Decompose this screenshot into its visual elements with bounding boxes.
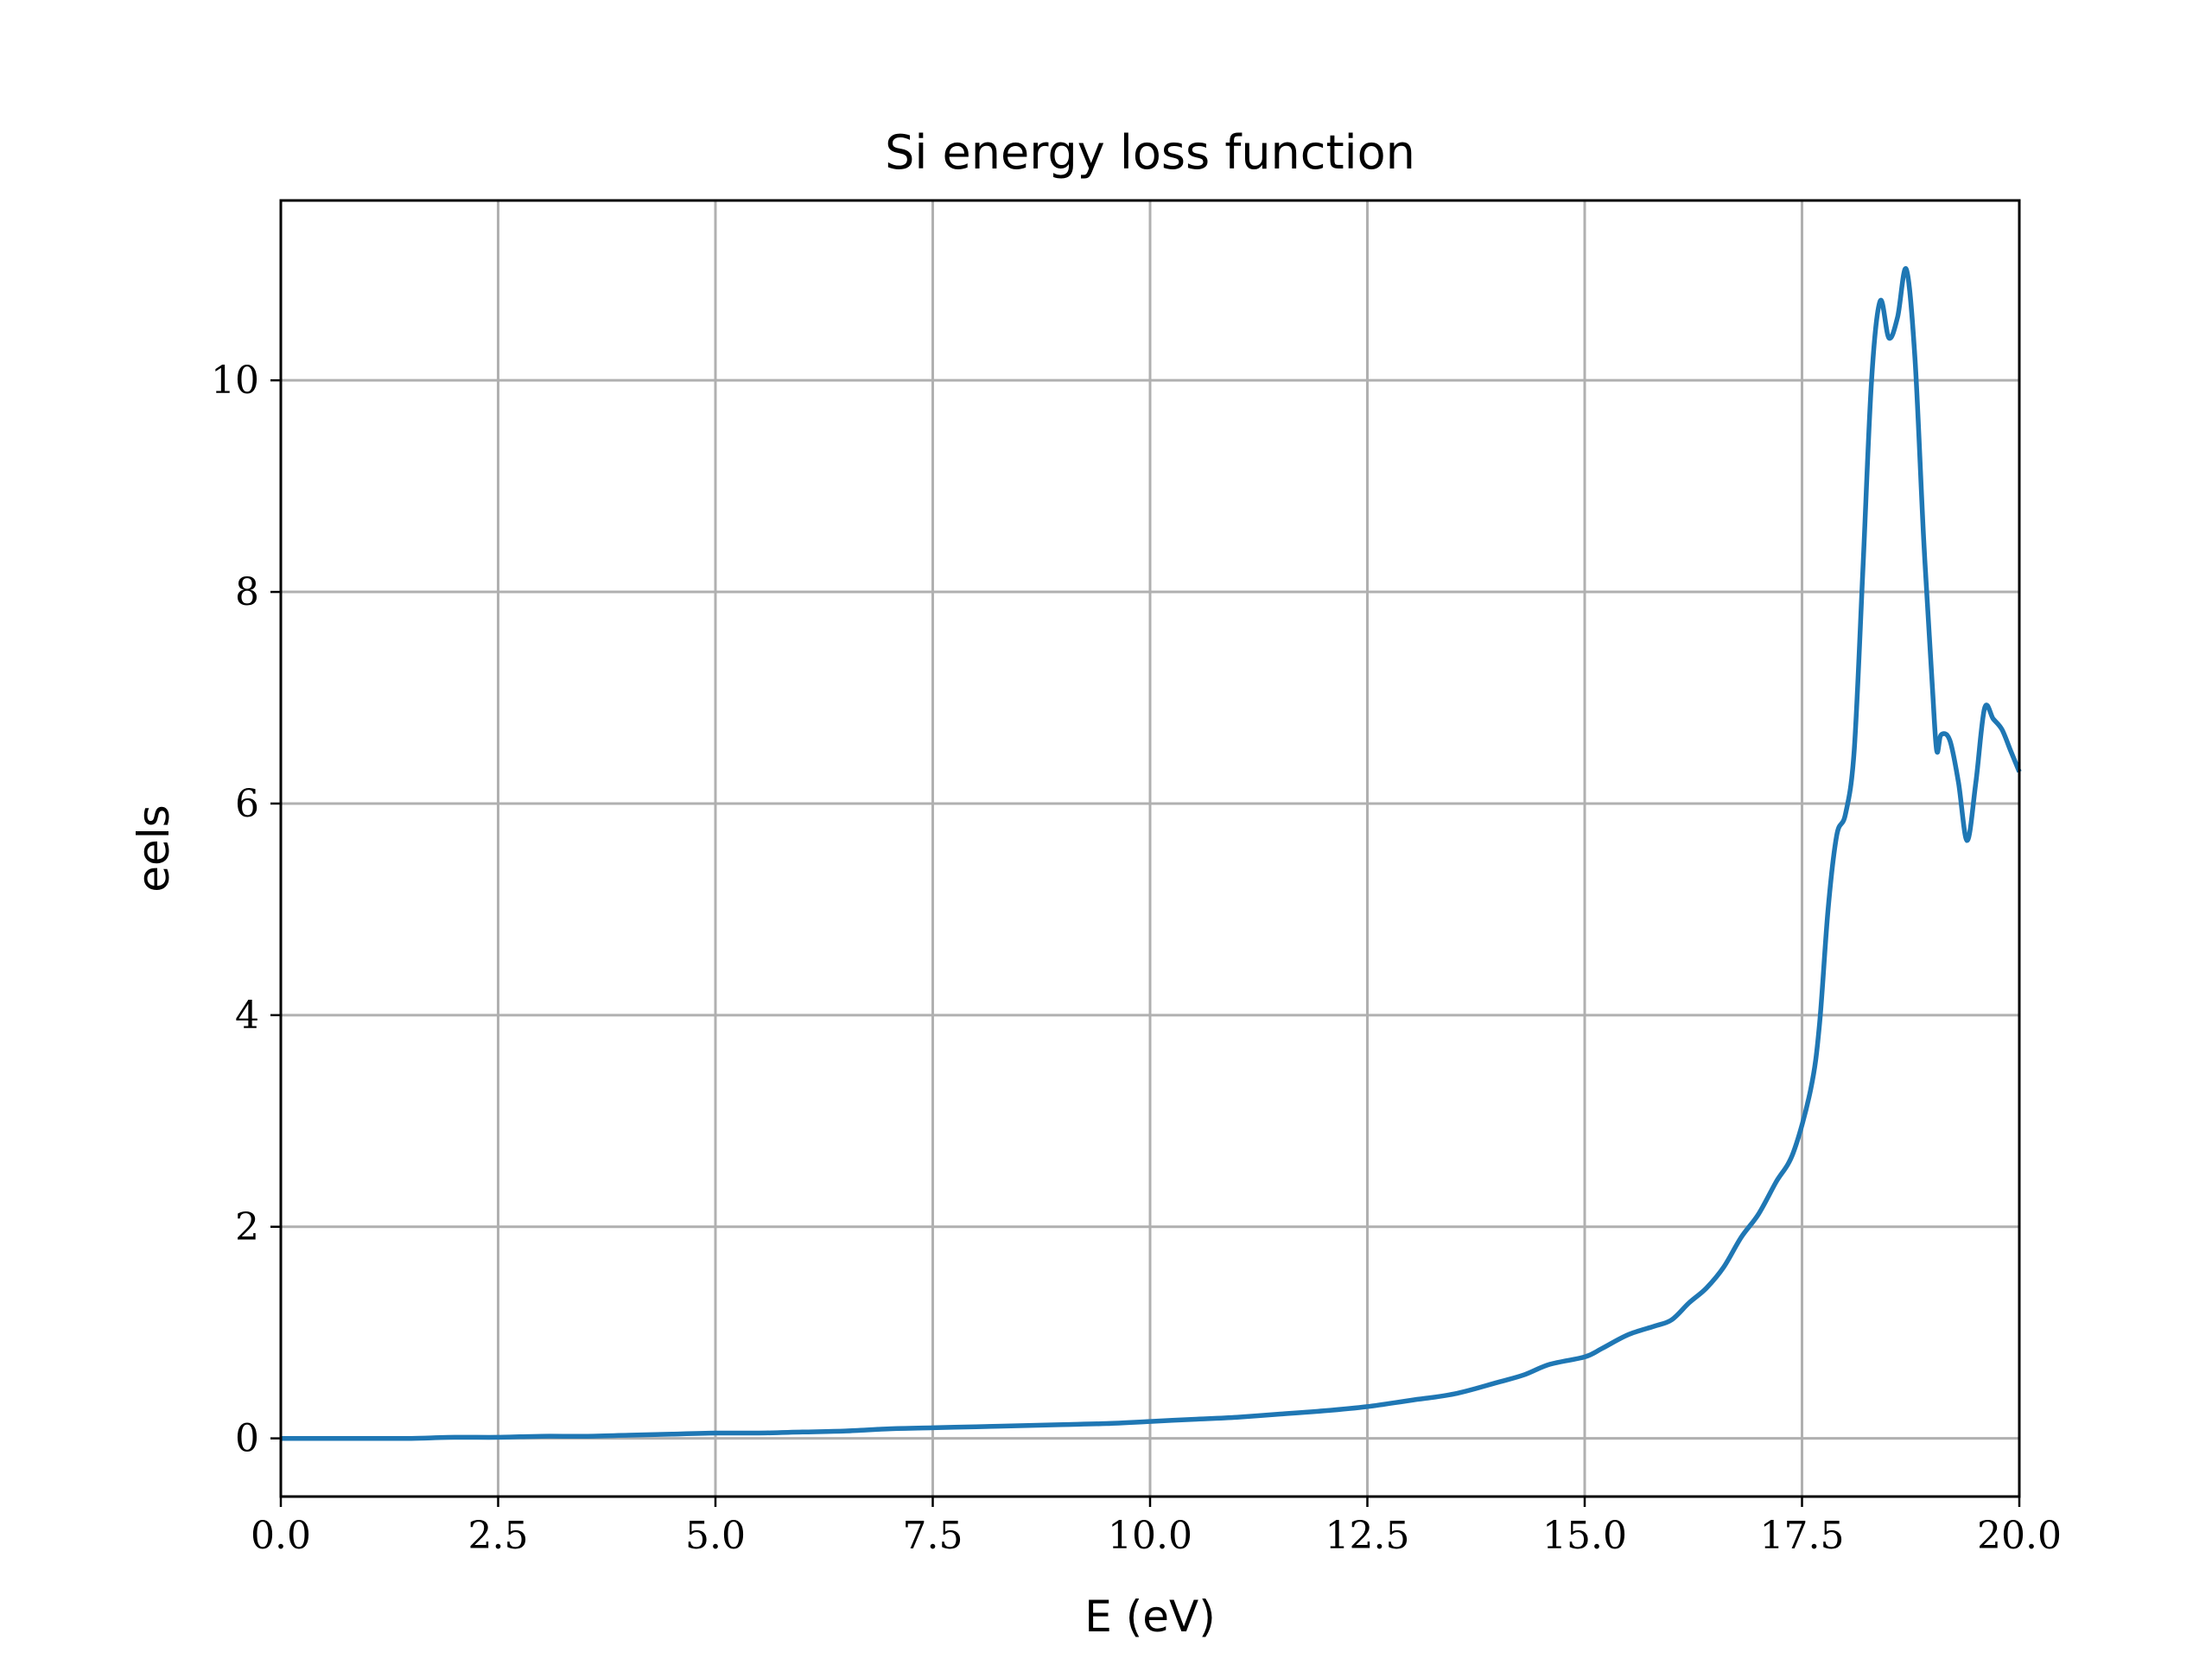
x-tick-label: 17.5 <box>1760 1514 1845 1558</box>
series-group <box>281 266 2022 1441</box>
x-tick-label: 2.5 <box>468 1514 529 1558</box>
y-tick-label: 8 <box>235 570 259 614</box>
grid <box>279 200 2021 1497</box>
ticks: 0.0 2.5 5.0 7.5 10.0 12.5 15.0 17.5 20.0 0 2 4 6 8 10 <box>211 359 2062 1558</box>
chart-title: Si energy loss function <box>885 125 1415 180</box>
y-axis-label: eels <box>129 804 179 892</box>
y-tick-label: 2 <box>235 1205 259 1249</box>
y-tick-label: 10 <box>211 359 259 403</box>
x-tick-label: 12.5 <box>1325 1514 1410 1558</box>
x-tick-label: 5.0 <box>685 1514 746 1558</box>
x-tick-label: 10.0 <box>1108 1514 1192 1558</box>
x-tick-label: 0.0 <box>251 1514 311 1558</box>
y-tick-label: 4 <box>235 994 259 1038</box>
x-tick-label: 7.5 <box>903 1514 963 1558</box>
y-tick-label: 6 <box>235 782 259 826</box>
x-tick-label: 15.0 <box>1542 1514 1627 1558</box>
y-tick-label: 0 <box>235 1417 259 1461</box>
x-axis-label: E (eV) <box>1084 1592 1215 1642</box>
x-tick-label: 20.0 <box>1977 1514 2062 1558</box>
series-line-eels <box>281 266 2022 1441</box>
